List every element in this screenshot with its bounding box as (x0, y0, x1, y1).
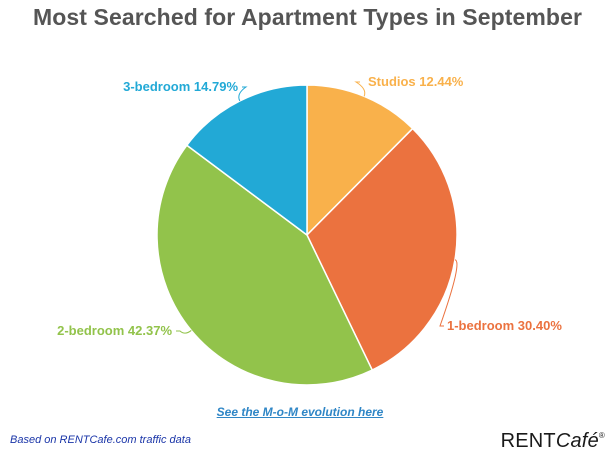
leader-line-1-bedroom (439, 259, 458, 327)
pie-slice-studios (306, 84, 414, 236)
slice-label-3-bedroom: 3-bedroom 14.79% (123, 79, 238, 94)
logo-rent: RENT (500, 430, 556, 452)
leader-line-2-bedroom (176, 330, 192, 334)
slice-label-1-bedroom: 1-bedroom 30.40% (447, 318, 562, 333)
pie-slice-1-bedroom (306, 127, 458, 371)
leader-line-studios (354, 81, 366, 97)
chart-title: Most Searched for Apartment Types in Sep… (32, 4, 583, 30)
logo-cafe: Café (555, 430, 599, 452)
pie-slice-2-bedroom (156, 144, 373, 386)
source-note: Based on RENTCafe.com traffic data (10, 434, 191, 446)
mom-evolution-link[interactable]: See the M-o-M evolution here (216, 405, 384, 419)
rentcafe-logo: RENTCafé® (501, 430, 605, 453)
slice-label-studios: Studios 12.44% (368, 74, 464, 89)
leader-line-3-bedroom (238, 86, 248, 102)
logo-registered: ® (598, 431, 605, 440)
slice-label-2-bedroom: 2-bedroom 42.37% (57, 323, 172, 338)
